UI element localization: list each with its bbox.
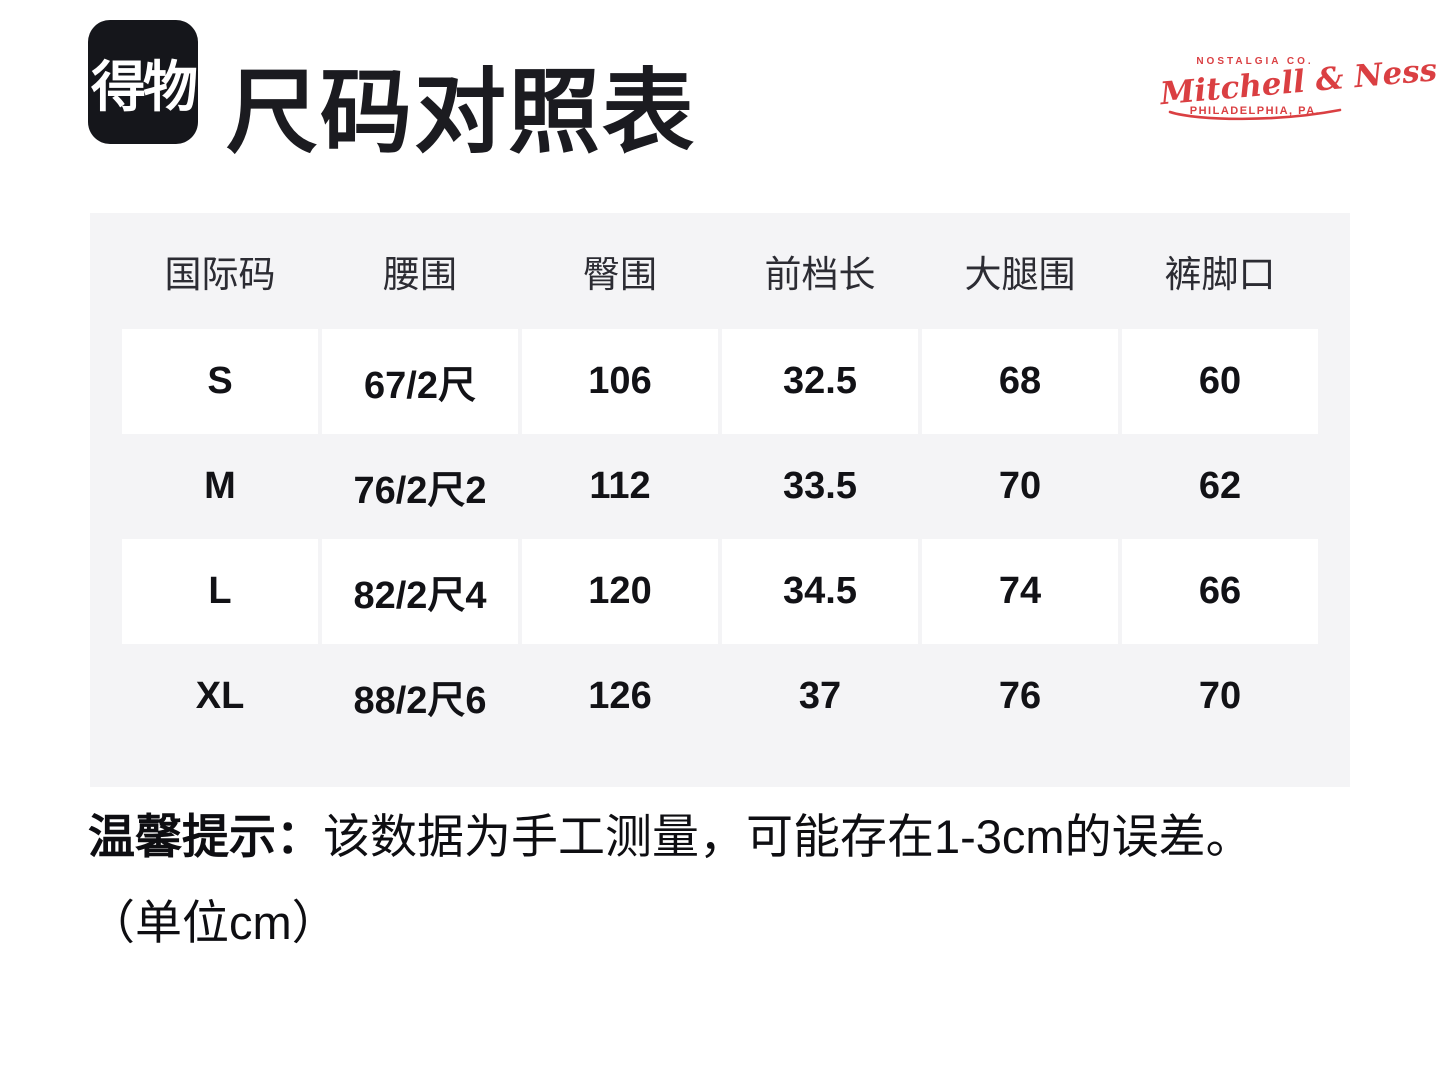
cell-front-rise: 33.5 [783, 465, 857, 507]
disclaimer-line-1: 温馨提示：该数据为手工测量，可能存在1-3cm的误差。 [88, 794, 1368, 880]
cell-size: M [204, 465, 236, 507]
column-header-size: 国际码 [164, 254, 276, 295]
column-header-hip: 臀围 [583, 254, 657, 295]
size-table: 国际码 腰围 臀围 前档长 大腿围 裤脚口 S 67/2尺 106 32.5 6… [90, 213, 1350, 787]
cell-size: L [122, 539, 318, 644]
vendor-logo-swash-icon [1168, 108, 1342, 121]
cell-size: S [122, 329, 318, 434]
cell-leg-opening: 60 [1122, 329, 1318, 434]
cell-thigh: 70 [998, 465, 1042, 507]
vendor-logo-script-text: Mitchell & Ness [1158, 52, 1439, 113]
cell-waist: 76/2尺2 [353, 470, 487, 512]
page-title: 尺码对照表 [226, 62, 697, 164]
vendor-logo-top-text: NOSTALGIA CO. [1196, 56, 1314, 67]
disclaimer-text: 该数据为手工测量，可能存在1-3cm的误差。 [323, 810, 1253, 863]
cell-hip: 126 [588, 675, 652, 717]
table-row-m: M 76/2尺2 112 33.5 70 62 [122, 434, 1318, 539]
table-header-row: 国际码 腰围 臀围 前档长 大腿围 裤脚口 [122, 213, 1318, 329]
disclaimer-label: 温馨提示： [88, 810, 323, 863]
cell-front-rise: 32.5 [722, 329, 918, 434]
vendor-logo: NOSTALGIA CO. Mitchell & Ness PHILADELPH… [1158, 52, 1439, 121]
cell-front-rise: 34.5 [722, 539, 918, 644]
disclaimer-unit-line: （单位cm） [88, 896, 339, 949]
cell-hip: 106 [522, 329, 718, 434]
table-row-s: S 67/2尺 106 32.5 68 60 [122, 329, 1318, 434]
table-row-xl: XL 88/2尺6 126 37 76 70 [122, 644, 1318, 749]
column-header-waist: 腰围 [383, 254, 457, 295]
column-header-leg-opening: 裤脚口 [1164, 254, 1276, 295]
cell-thigh: 74 [922, 539, 1118, 644]
cell-thigh: 68 [922, 329, 1118, 434]
cell-thigh: 76 [998, 675, 1042, 717]
cell-leg-opening: 70 [1198, 675, 1242, 717]
cell-size: XL [195, 675, 245, 717]
cell-waist: 82/2尺4 [322, 539, 518, 644]
cell-hip: 120 [522, 539, 718, 644]
cell-waist: 88/2尺6 [353, 680, 487, 722]
cell-leg-opening: 66 [1122, 539, 1318, 644]
column-header-thigh: 大腿围 [964, 254, 1076, 295]
table-row-l: L 82/2尺4 120 34.5 74 66 [122, 539, 1318, 644]
dewu-logo: 得物 [88, 20, 198, 144]
cell-front-rise: 37 [798, 675, 842, 717]
disclaimer-note: 温馨提示：该数据为手工测量，可能存在1-3cm的误差。 （单位cm） [88, 794, 1368, 966]
cell-hip: 112 [589, 465, 651, 507]
dewu-logo-text: 得物 [90, 56, 198, 118]
vendor-logo-bottom-text: PHILADELPHIA, PA. [1189, 105, 1321, 117]
cell-leg-opening: 62 [1198, 465, 1242, 507]
column-header-front-rise: 前档长 [764, 254, 876, 295]
cell-waist: 67/2尺 [322, 329, 518, 434]
